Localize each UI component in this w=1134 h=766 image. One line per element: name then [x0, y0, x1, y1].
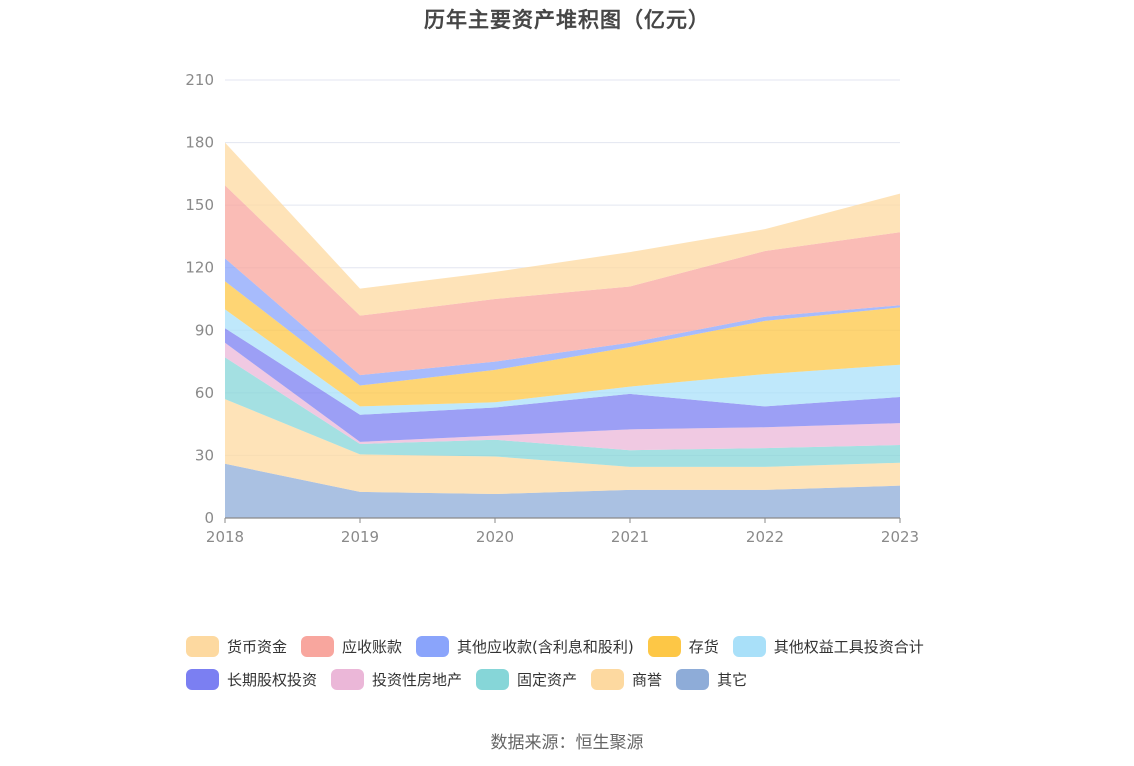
legend-swatch	[331, 669, 365, 690]
x-tick-label: 2019	[341, 528, 379, 546]
legend-label: 其他应收款(含利息和股利)	[457, 638, 634, 656]
legend-label: 其他权益工具投资合计	[773, 638, 924, 656]
chart-title: 历年主要资产堆积图（亿元）	[424, 8, 710, 32]
area-series	[225, 309, 900, 415]
area-series	[225, 328, 900, 442]
y-tick-label: 0	[204, 509, 214, 527]
legend-item[interactable]: 商誉	[591, 669, 662, 690]
x-tick-label: 2022	[746, 528, 784, 546]
data-source-note: 数据来源：恒生聚源	[490, 733, 644, 753]
legend-swatch	[476, 669, 510, 690]
legend-swatch	[591, 669, 625, 690]
area-series	[225, 399, 900, 495]
legend-item[interactable]: 其它	[676, 669, 747, 690]
legend-item[interactable]: 存货	[647, 636, 719, 657]
stacked-area-chart: 0 30 60 90 120 150 180 210 2018 2019 2020 2021 2022 2…	[185, 71, 919, 546]
legend-row: 货币资金 应收账款 其他应收款(含利息和股利) 存货 其他权益工具投资合计	[186, 630, 986, 663]
legend-label: 存货	[688, 638, 719, 656]
y-tick-label: 180	[185, 134, 214, 152]
legend-item[interactable]: 投资性房地产	[331, 669, 462, 690]
legend-swatch	[676, 669, 710, 690]
y-tick-label: 210	[185, 71, 214, 89]
legend-label: 货币资金	[227, 638, 288, 656]
area-series	[225, 142, 900, 316]
legend-item[interactable]: 货币资金	[186, 636, 287, 657]
legend-label: 商誉	[632, 671, 663, 689]
legend-item[interactable]: 应收账款	[301, 636, 402, 657]
legend-swatch	[186, 669, 219, 690]
legend-swatch	[186, 636, 219, 657]
x-tick-label: 2018	[206, 528, 244, 546]
y-tick-label: 30	[195, 446, 214, 464]
y-tick-label: 120	[185, 259, 214, 277]
legend-label: 投资性房地产	[372, 671, 463, 689]
area-series	[225, 342, 900, 451]
legend-label: 固定资产	[517, 671, 578, 689]
chart-legend: 货币资金 应收账款 其他应收款(含利息和股利) 存货 其他权益工具投资合计长期股权投资 投…	[186, 630, 986, 696]
y-tick-label: 150	[185, 196, 214, 214]
legend-label: 长期股权投资	[227, 671, 318, 689]
x-tick-label: 2021	[611, 528, 649, 546]
legend-label: 应收账款	[342, 638, 403, 656]
area-series	[225, 185, 900, 376]
legend-item[interactable]: 固定资产	[476, 669, 577, 690]
y-tick-label: 90	[195, 321, 214, 339]
area-series	[225, 463, 900, 518]
x-tick-label: 2023	[881, 528, 919, 546]
x-tick-label: 2020	[476, 528, 514, 546]
legend-swatch	[732, 636, 766, 657]
legend-label: 其它	[717, 671, 748, 689]
legend-swatch	[647, 636, 681, 657]
legend-item[interactable]: 长期股权投资	[186, 669, 317, 690]
y-tick-label: 60	[195, 384, 214, 402]
legend-swatch	[416, 636, 450, 657]
legend-swatch	[301, 636, 335, 657]
legend-row: 长期股权投资 投资性房地产 固定资产 商誉 其它	[186, 663, 986, 696]
area-series	[225, 281, 900, 407]
legend-item[interactable]: 其他权益工具投资合计	[732, 636, 924, 657]
legend-item[interactable]: 其他应收款(含利息和股利)	[416, 636, 634, 657]
